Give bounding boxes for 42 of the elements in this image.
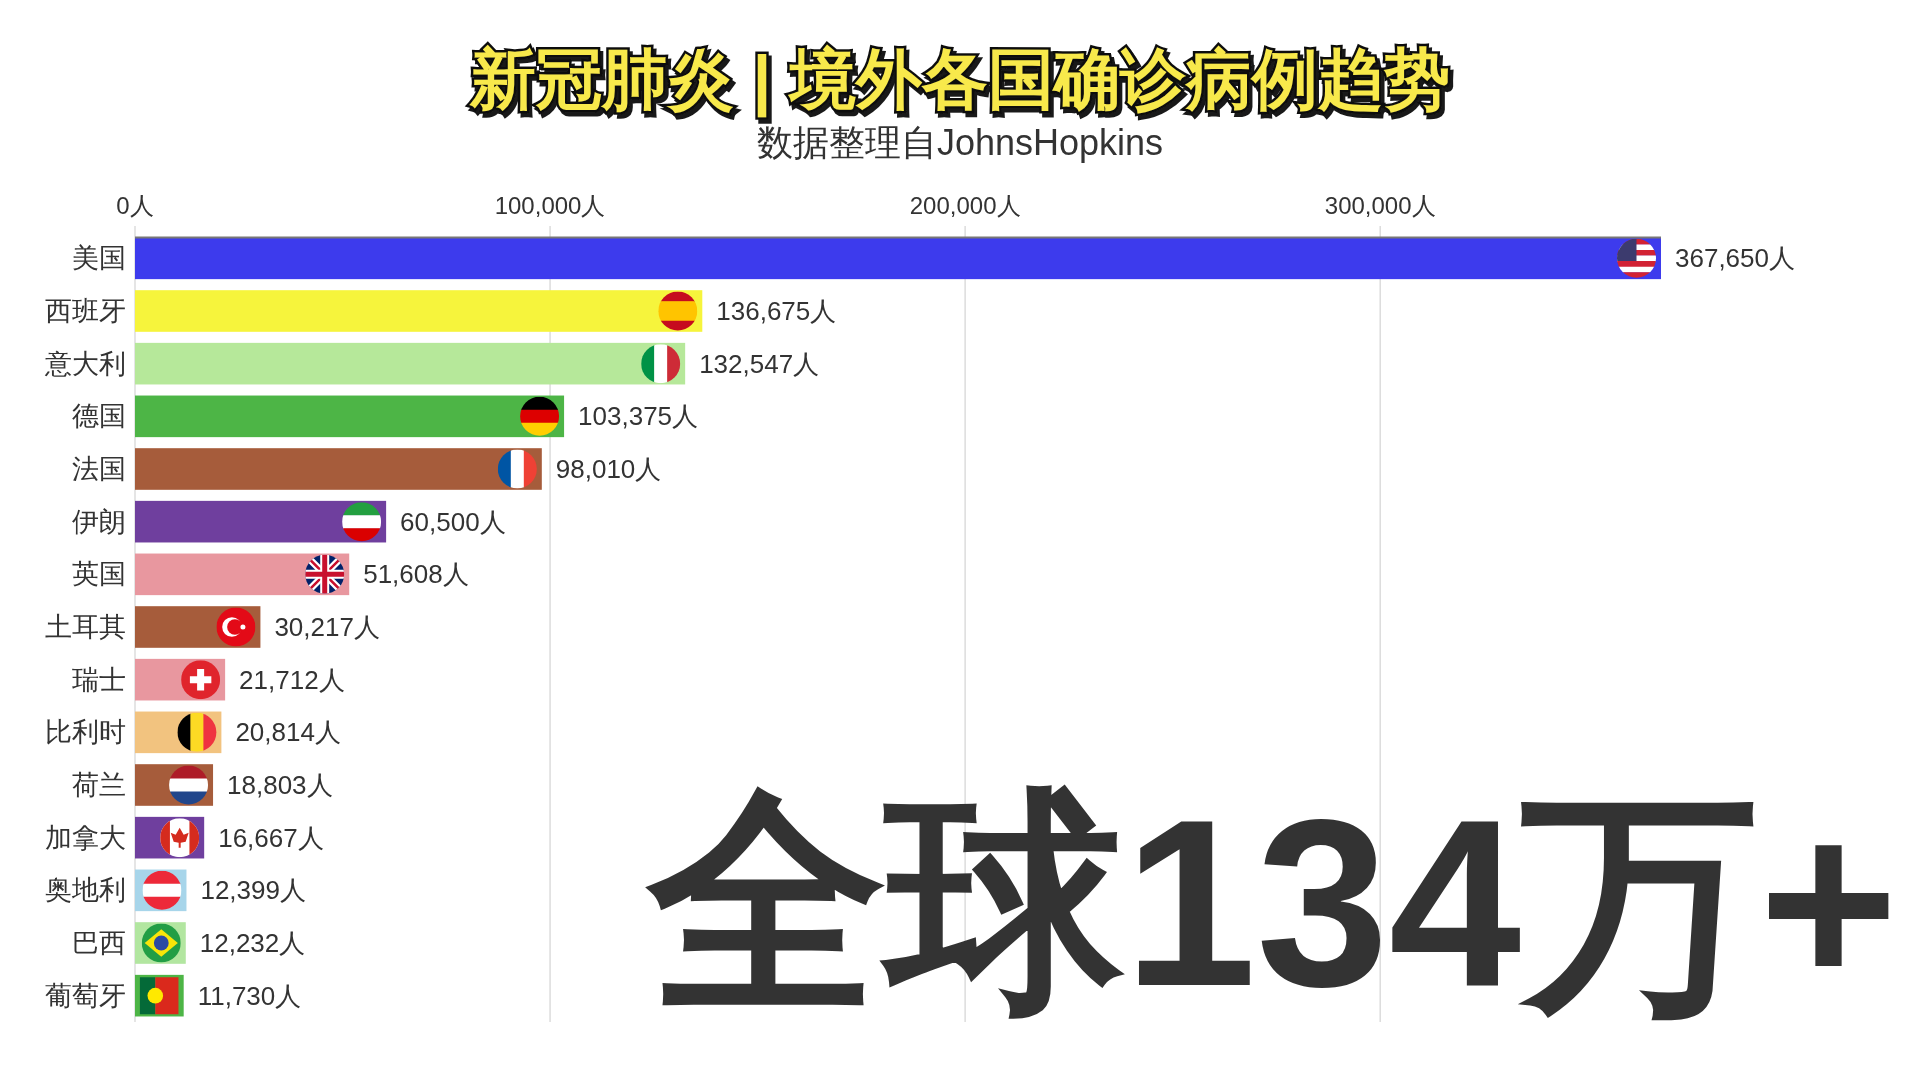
data-label: 103,375人 bbox=[578, 401, 699, 432]
data-label: 16,667人 bbox=[218, 822, 324, 853]
y-tick-label: 德国 bbox=[72, 401, 126, 432]
data-label: 21,712人 bbox=[239, 664, 345, 695]
x-tick-label: 300,000人 bbox=[1324, 192, 1436, 219]
data-label: 11,730人 bbox=[197, 980, 302, 1011]
y-tick-label: 瑞士 bbox=[72, 664, 126, 695]
data-label: 12,399人 bbox=[200, 875, 306, 906]
y-tick-label: 法国 bbox=[72, 454, 126, 484]
data-label: 367,650人 bbox=[1675, 243, 1795, 274]
data-label: 30,217人 bbox=[274, 612, 380, 642]
chart-subtitle: 数据整理自JohnsHopkins bbox=[756, 122, 1164, 163]
y-tick-label: 英国 bbox=[72, 559, 126, 590]
x-tick-label: 200,000人 bbox=[909, 192, 1021, 219]
data-label: 60,500人 bbox=[400, 506, 506, 537]
y-tick-label: 葡萄牙 bbox=[45, 980, 126, 1011]
x-tick-label: 100,000人 bbox=[494, 192, 606, 219]
y-tick-label: 比利时 bbox=[45, 717, 126, 748]
bar bbox=[135, 395, 565, 438]
y-tick-label: 西班牙 bbox=[45, 296, 126, 326]
y-tick-label: 奥地利 bbox=[45, 875, 126, 906]
y-tick-label: 加拿大 bbox=[45, 822, 126, 853]
data-label: 98,010人 bbox=[555, 454, 662, 484]
chart-title: 新冠肺炎 | 境外各国确诊病例趋势 bbox=[469, 42, 1450, 118]
bar bbox=[135, 448, 542, 490]
bar bbox=[135, 290, 703, 332]
bar bbox=[135, 342, 686, 385]
annotation: 全球134万+ bbox=[644, 770, 1898, 1035]
data-label: 18,803人 bbox=[227, 770, 333, 800]
y-tick-label: 伊朗 bbox=[72, 506, 126, 537]
data-label: 132,547人 bbox=[699, 348, 820, 379]
bar bbox=[135, 237, 1661, 280]
y-tick-label: 意大利 bbox=[44, 348, 126, 379]
y-tick-label: 荷兰 bbox=[72, 770, 126, 800]
x-tick-label: 0人 bbox=[116, 192, 154, 219]
data-label: 51,608人 bbox=[363, 559, 469, 590]
y-tick-label: 巴西 bbox=[72, 928, 126, 958]
data-label: 136,675人 bbox=[716, 296, 837, 326]
y-tick-label: 美国 bbox=[72, 243, 126, 274]
y-tick-label: 土耳其 bbox=[45, 612, 126, 642]
data-label: 20,814人 bbox=[235, 717, 341, 748]
data-label: 12,232人 bbox=[199, 928, 306, 958]
